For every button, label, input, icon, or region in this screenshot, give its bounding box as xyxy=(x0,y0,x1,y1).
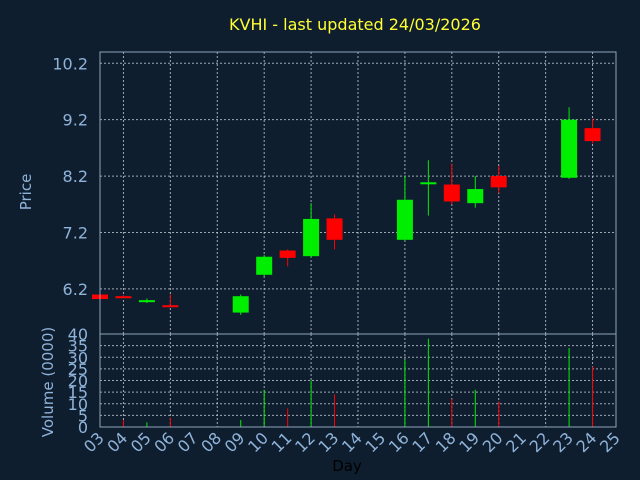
volume-tick-label: 10 xyxy=(68,395,88,414)
candle-body xyxy=(256,256,273,275)
volume-tick-label: 5 xyxy=(78,406,88,425)
volume-tick-label: 0 xyxy=(78,418,88,437)
x-tick-labels: 0304050607080910111213141516171819202122… xyxy=(80,428,624,456)
price-tick-labels: 6.2 7.2 8.2 9.2 10.2 xyxy=(52,54,88,299)
volume-bars xyxy=(122,338,594,427)
candle-body xyxy=(303,218,320,257)
candle-body xyxy=(279,250,296,258)
candle-body xyxy=(561,119,578,178)
candle-body xyxy=(326,218,343,240)
candles xyxy=(92,107,601,315)
price-tick-label: 10.2 xyxy=(52,54,88,73)
candle-body xyxy=(396,199,413,240)
candle-body xyxy=(162,305,179,308)
candle-body xyxy=(138,300,155,303)
candle-body xyxy=(490,176,507,188)
volume-tick-label: 30 xyxy=(68,348,88,367)
candle-body xyxy=(467,189,484,204)
volume-tick-label: 15 xyxy=(68,383,88,402)
candle-body xyxy=(420,182,437,185)
volume-tick-label: 20 xyxy=(68,372,88,391)
volume-grid xyxy=(100,334,616,427)
candle-body xyxy=(443,184,460,202)
x-tick-label: 25 xyxy=(596,428,624,456)
price-tick-label: 8.2 xyxy=(63,167,88,186)
price-grid xyxy=(100,52,616,334)
volume-tick-label: 25 xyxy=(68,360,88,379)
volume-panel-frame xyxy=(99,333,617,428)
candle-body xyxy=(115,296,132,299)
candle-body xyxy=(584,128,601,142)
y-axis-label: Price xyxy=(17,174,35,211)
candle-body xyxy=(232,296,249,313)
chart-title: KVHI - last updated 24/03/2026 xyxy=(229,15,481,34)
price-tick-label: 9.2 xyxy=(63,111,88,130)
price-tick-label: 7.2 xyxy=(63,223,88,242)
volume-tick-label: 40 xyxy=(68,325,88,344)
volume-tick-label: 35 xyxy=(68,337,88,356)
price-tick-label: 6.2 xyxy=(63,280,88,299)
volume-axis-label: Volume (0000) xyxy=(39,327,57,437)
x-axis-label: Day xyxy=(332,457,362,475)
